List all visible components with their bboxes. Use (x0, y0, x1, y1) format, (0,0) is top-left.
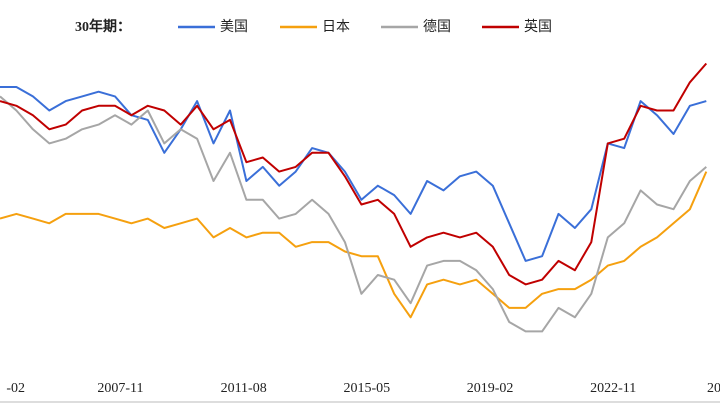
x-tick-label: 20 (707, 381, 720, 396)
x-tick-label: 2022-11 (590, 381, 636, 396)
x-tick-label: 2015-05 (344, 381, 391, 396)
legend-label: 日本 (322, 19, 350, 35)
legend-label: 德国 (423, 19, 451, 35)
legend-title: 30年期： (75, 18, 131, 35)
series-line (0, 171, 708, 319)
legend-label: 英国 (524, 18, 552, 35)
x-tick-label: 2019-02 (467, 381, 514, 396)
series-line (0, 86, 707, 262)
series-line (0, 95, 707, 333)
x-tick-label: -02 (6, 381, 25, 396)
x-tick-label: 2007-11 (97, 381, 143, 396)
x-tick-label: 2011-08 (221, 381, 267, 396)
series-line (0, 62, 708, 286)
legend-label: 美国 (220, 19, 248, 35)
